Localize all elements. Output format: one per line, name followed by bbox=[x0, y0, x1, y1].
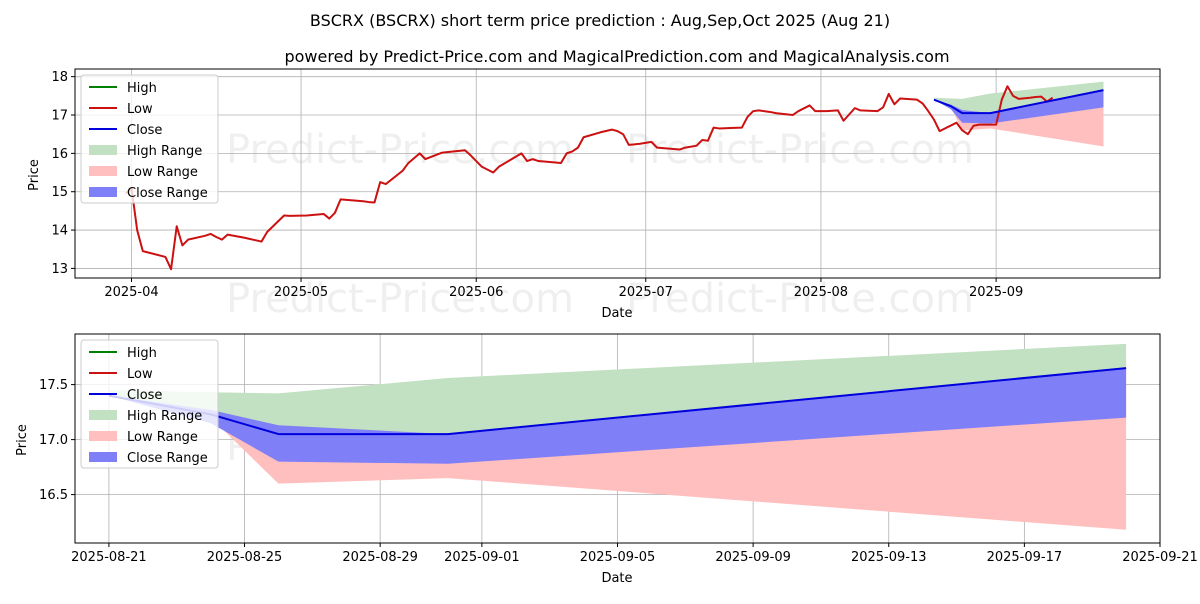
forecast-panel: Predict-Price.com Predict-Price.com 2025… bbox=[15, 333, 1198, 586]
chart-subtitle: powered by Predict-Price.com and Magical… bbox=[284, 47, 949, 66]
legend-label: Close bbox=[127, 388, 162, 403]
x-tick-label: 2025-06 bbox=[449, 285, 503, 300]
y-tick-label: 13 bbox=[51, 262, 68, 277]
x-tick-label: 2025-09-05 bbox=[580, 550, 656, 565]
x-tick-label: 2025-08-21 bbox=[71, 550, 147, 565]
y-tick-label: 17.5 bbox=[39, 378, 68, 393]
legend-label: Low bbox=[127, 102, 153, 117]
x-tick-label: 2025-09-01 bbox=[444, 550, 520, 565]
y-axis-ticks: 16.5 17.0 17.5 bbox=[39, 378, 75, 503]
x-axis-ticks: 2025-08-21 2025-08-25 2025-08-29 2025-09-01… bbox=[71, 543, 1198, 565]
legend-label: High Range bbox=[127, 409, 202, 424]
close-series-line bbox=[933, 89, 1104, 115]
history-panel: Predict-Price.com Predict-Price.com Pred… bbox=[27, 68, 1161, 322]
x-tick-label: 2025-07 bbox=[619, 285, 673, 300]
x-tick-label: 2025-09-09 bbox=[715, 550, 791, 565]
x-axis-ticks: 2025-04 2025-05 2025-06 2025-07 2025-08 2025-… bbox=[104, 278, 1023, 300]
y-tick-label: 14 bbox=[51, 224, 68, 239]
y-axis-label: Price bbox=[27, 159, 42, 191]
close-range-area bbox=[933, 90, 1104, 124]
legend-label: High Range bbox=[127, 144, 202, 159]
grid bbox=[75, 69, 1160, 278]
watermark-text: Predict-Price.com bbox=[626, 276, 974, 322]
watermark-text: Predict-Price.com bbox=[226, 127, 574, 173]
legend-swatch bbox=[89, 145, 117, 155]
x-tick-label: 2025-04 bbox=[104, 285, 158, 300]
y-tick-label: 16 bbox=[51, 147, 68, 162]
plot-frame bbox=[74, 68, 1161, 279]
x-tick-label: 2025-09-17 bbox=[987, 550, 1063, 565]
forecast-areas bbox=[108, 343, 1127, 530]
legend-label: Close Range bbox=[127, 186, 208, 201]
legend-label: Low Range bbox=[127, 165, 198, 180]
chart-title: BSCRX (BSCRX) short term price predictio… bbox=[310, 11, 890, 30]
price-lines bbox=[125, 85, 1104, 271]
x-tick-label: 2025-09-21 bbox=[1122, 550, 1198, 565]
legend-label: High bbox=[127, 81, 157, 96]
legend-label: Low Range bbox=[127, 430, 198, 445]
legend-label: Close Range bbox=[127, 451, 208, 466]
x-tick-label: 2025-08-29 bbox=[342, 550, 418, 565]
forecast-areas bbox=[933, 81, 1104, 147]
y-tick-label: 17.0 bbox=[39, 433, 68, 448]
legend: High Low Close High Range Low Range Close Ran… bbox=[80, 74, 219, 204]
high-range-area bbox=[108, 343, 1127, 435]
legend-swatch bbox=[89, 452, 117, 462]
legend-label: High bbox=[127, 346, 157, 361]
x-tick-label: 2025-09 bbox=[969, 285, 1023, 300]
y-tick-label: 15 bbox=[51, 185, 68, 200]
y-axis-ticks: 13 14 15 16 17 18 bbox=[51, 70, 75, 277]
watermark-text: Predict-Price.com bbox=[626, 127, 974, 173]
y-tick-label: 17 bbox=[51, 109, 68, 124]
legend-label: Close bbox=[127, 123, 162, 138]
legend-swatch bbox=[89, 410, 117, 420]
legend: High Low Close High Range Low Range Close Ran… bbox=[80, 339, 219, 469]
watermarks: Predict-Price.com Predict-Price.com Pred… bbox=[226, 127, 974, 322]
close-range-area bbox=[108, 368, 1127, 464]
y-tick-label: 18 bbox=[51, 70, 68, 85]
x-tick-label: 2025-05 bbox=[274, 285, 328, 300]
y-axis-label: Price bbox=[15, 424, 30, 456]
x-axis-label: Date bbox=[601, 571, 632, 586]
legend-swatch bbox=[89, 166, 117, 176]
watermark-text: Predict-Price.com bbox=[226, 276, 574, 322]
y-tick-label: 16.5 bbox=[39, 488, 68, 503]
legend-label: Low bbox=[127, 367, 153, 382]
x-tick-label: 2025-08-25 bbox=[207, 550, 283, 565]
x-tick-label: 2025-08 bbox=[794, 285, 848, 300]
legend-swatch bbox=[89, 431, 117, 441]
x-axis-label: Date bbox=[601, 306, 632, 321]
low-series-line bbox=[125, 85, 1054, 271]
legend-swatch bbox=[89, 187, 117, 197]
high-range-area bbox=[933, 81, 1104, 114]
x-tick-label: 2025-09-13 bbox=[851, 550, 927, 565]
